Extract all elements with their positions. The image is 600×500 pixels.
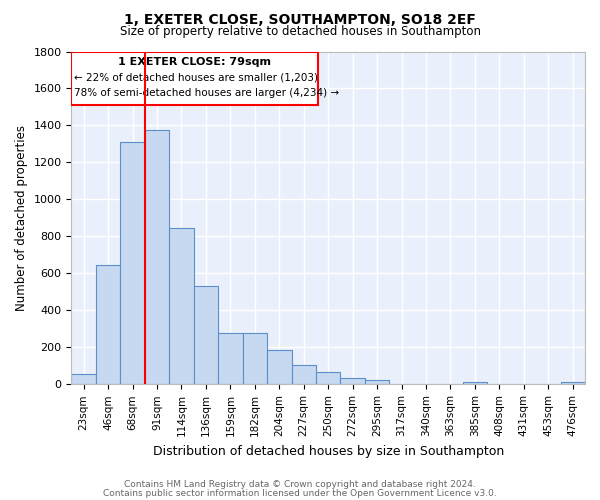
Bar bbox=[560, 382, 585, 384]
Text: Contains public sector information licensed under the Open Government Licence v3: Contains public sector information licen… bbox=[103, 488, 497, 498]
Bar bbox=[145, 130, 169, 384]
Bar bbox=[218, 332, 242, 384]
Text: 1 EXETER CLOSE: 79sqm: 1 EXETER CLOSE: 79sqm bbox=[118, 57, 271, 67]
Text: 1, EXETER CLOSE, SOUTHAMPTON, SO18 2EF: 1, EXETER CLOSE, SOUTHAMPTON, SO18 2EF bbox=[124, 12, 476, 26]
Bar bbox=[463, 382, 487, 384]
Bar bbox=[71, 374, 96, 384]
Bar bbox=[194, 286, 218, 384]
Bar bbox=[242, 332, 267, 384]
Text: Size of property relative to detached houses in Southampton: Size of property relative to detached ho… bbox=[119, 25, 481, 38]
Text: 78% of semi-detached houses are larger (4,234) →: 78% of semi-detached houses are larger (… bbox=[74, 88, 339, 99]
Bar bbox=[316, 372, 340, 384]
Text: ← 22% of detached houses are smaller (1,203): ← 22% of detached houses are smaller (1,… bbox=[74, 72, 318, 82]
FancyBboxPatch shape bbox=[71, 52, 319, 105]
Bar bbox=[169, 228, 194, 384]
Bar bbox=[340, 378, 365, 384]
Bar bbox=[96, 265, 121, 384]
Bar bbox=[121, 142, 145, 384]
Bar bbox=[292, 365, 316, 384]
Bar bbox=[365, 380, 389, 384]
Bar bbox=[267, 350, 292, 384]
Text: Contains HM Land Registry data © Crown copyright and database right 2024.: Contains HM Land Registry data © Crown c… bbox=[124, 480, 476, 489]
Y-axis label: Number of detached properties: Number of detached properties bbox=[15, 125, 28, 311]
X-axis label: Distribution of detached houses by size in Southampton: Distribution of detached houses by size … bbox=[152, 444, 504, 458]
